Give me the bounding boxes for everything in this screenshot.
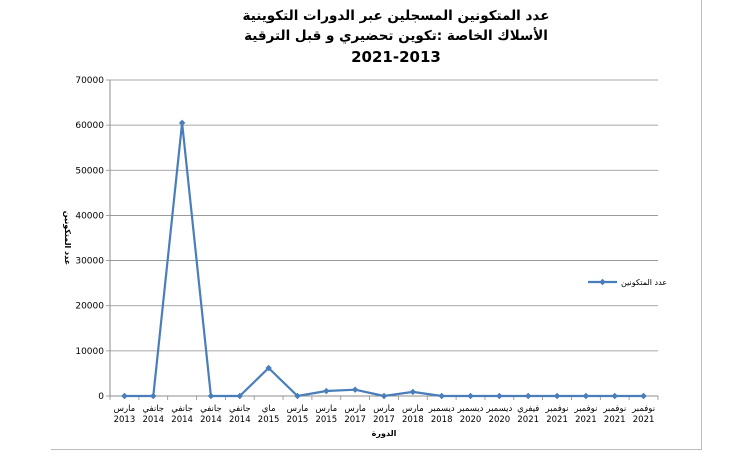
x-tick-label-month: ديسمبر bbox=[428, 404, 455, 414]
series-line bbox=[124, 121, 644, 398]
x-tick-label-year: 2018 bbox=[431, 415, 453, 425]
data-point bbox=[611, 392, 618, 400]
y-axis-label: عدد المتكونين bbox=[63, 211, 72, 266]
x-tick-label-month: مارس bbox=[316, 404, 338, 414]
x-tick-label-month: جانفي bbox=[171, 404, 193, 414]
y-tick-label: 0 bbox=[98, 392, 104, 402]
x-tick-label-year: 2020 bbox=[460, 415, 482, 425]
legend-label: عدد المتكونين bbox=[621, 278, 667, 287]
x-tick-label-month: مارس bbox=[287, 404, 309, 414]
x-tick-label-month: جانفي bbox=[229, 404, 251, 414]
x-tick-label-year: 2021 bbox=[517, 415, 539, 425]
data-point bbox=[553, 392, 561, 400]
data-point bbox=[207, 392, 215, 400]
chart-title-line: عدد المتكونين المسجلين عبر الدورات التكو… bbox=[243, 8, 550, 24]
data-point bbox=[409, 388, 417, 396]
data-point bbox=[467, 392, 474, 400]
x-tick-label-year: 2015 bbox=[258, 415, 280, 425]
data-point bbox=[582, 392, 590, 400]
x-tick-label-year: 2020 bbox=[489, 415, 511, 425]
x-tick-label-month: مارس bbox=[344, 404, 366, 414]
chart-title: عدد المتكونين المسجلين عبر الدورات التكو… bbox=[243, 8, 550, 66]
axis-labels: الدورة عدد المتكونين bbox=[63, 211, 397, 438]
x-tick-label-month: مارس bbox=[114, 404, 136, 414]
x-tick-label-month: نوفمبر bbox=[573, 404, 597, 414]
x-tick-label-year: 2017 bbox=[344, 415, 366, 425]
x-tick-label-month: ديسمبر bbox=[457, 404, 484, 414]
x-tick-label-month: نوفمبر bbox=[545, 404, 569, 414]
data-point bbox=[236, 392, 243, 400]
x-tick-label-month: مارس bbox=[373, 404, 395, 414]
x-tick-label-month: ديسمبر bbox=[485, 404, 512, 414]
data-point bbox=[496, 392, 503, 400]
x-tick-label-year: 2021 bbox=[633, 415, 655, 425]
x-tick-label-year: 2021 bbox=[575, 415, 597, 425]
y-tick-label: 20000 bbox=[75, 302, 104, 312]
y-tick-labels: 0 10000 20000 30000 40000 50000 60000 70000 bbox=[75, 76, 104, 402]
data-point bbox=[640, 392, 647, 400]
x-tick-label-year: 2015 bbox=[315, 415, 337, 425]
legend: عدد المتكونين bbox=[588, 278, 667, 287]
x-tick-label-year: 2017 bbox=[373, 415, 395, 425]
x-tick-label-month: فيفري bbox=[517, 404, 539, 414]
y-tick-label: 30000 bbox=[75, 257, 104, 267]
chart-title-line: الأسلاك الخاصة :تكوين تحضيري و قبل الترق… bbox=[244, 27, 548, 44]
x-tick-label-month: مارس bbox=[402, 404, 424, 414]
legend-marker bbox=[599, 278, 606, 286]
x-tick-label-year: 2014 bbox=[200, 415, 222, 425]
y-tick-label: 40000 bbox=[75, 211, 104, 221]
x-tick-label-year: 2013 bbox=[114, 415, 136, 425]
y-tick-label: 10000 bbox=[75, 347, 104, 357]
x-tick-label-month: جانفي bbox=[200, 404, 222, 414]
data-point bbox=[525, 392, 532, 400]
series bbox=[121, 119, 647, 400]
x-tick-label-month: نوفمبر bbox=[602, 404, 626, 414]
gridlines bbox=[106, 79, 658, 397]
data-point bbox=[323, 387, 330, 395]
data-point bbox=[265, 364, 272, 372]
axes bbox=[109, 80, 659, 400]
y-tick-label: 50000 bbox=[75, 166, 104, 176]
y-tick-label: 60000 bbox=[75, 121, 104, 131]
x-tick-label-year: 2021 bbox=[604, 415, 626, 425]
data-point bbox=[438, 392, 445, 400]
x-tick-label-year: 2015 bbox=[287, 415, 309, 425]
chart-frame: عدد المتكونين المسجلين عبر الدورات التكو… bbox=[51, 0, 702, 450]
x-tick-label-year: 2018 bbox=[402, 415, 424, 425]
data-point bbox=[150, 392, 157, 400]
x-tick-label-year: 2014 bbox=[142, 415, 164, 425]
x-axis-label: الدورة bbox=[372, 429, 397, 438]
data-point bbox=[121, 392, 128, 400]
data-point bbox=[380, 392, 388, 400]
data-point bbox=[294, 392, 301, 400]
chart-title-line: 2021-2013 bbox=[351, 48, 441, 66]
data-point bbox=[351, 386, 359, 393]
y-tick-label: 70000 bbox=[75, 76, 104, 86]
data-point bbox=[178, 119, 186, 127]
x-tick-label-month: ماي bbox=[262, 404, 276, 414]
x-tick-label-month: جانفي bbox=[142, 404, 164, 414]
x-tick-label-month: نوفمبر bbox=[631, 404, 655, 414]
x-tick-label-year: 2014 bbox=[229, 415, 251, 425]
x-tick-labels: مارس2013جانفي2014جانفي2014جانفي2014جانفي… bbox=[114, 404, 655, 425]
x-tick-label-year: 2021 bbox=[546, 415, 568, 425]
x-tick-label-year: 2014 bbox=[171, 415, 193, 425]
line-chart: عدد المتكونين المسجلين عبر الدورات التكو… bbox=[63, 8, 667, 438]
